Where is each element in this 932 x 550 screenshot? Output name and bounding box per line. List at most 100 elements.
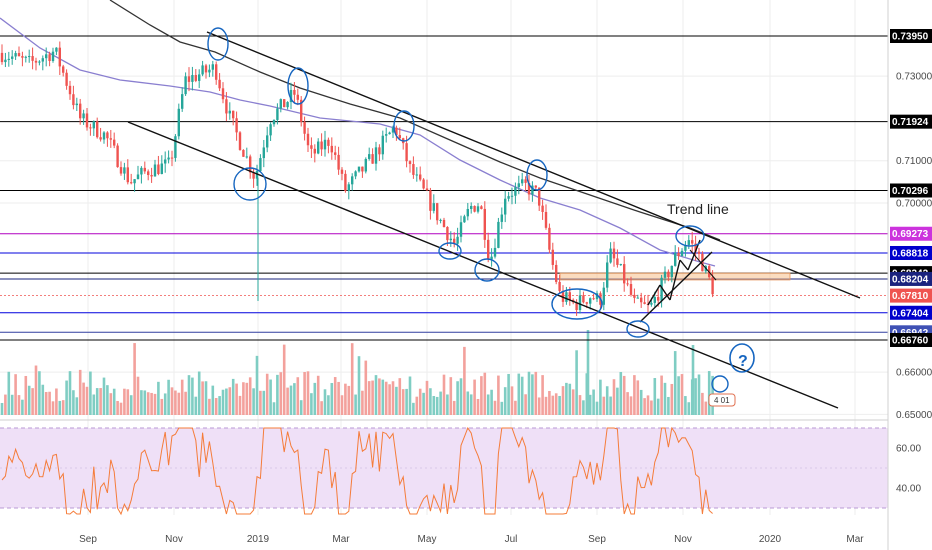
horizontal-levels xyxy=(0,35,888,341)
volume-bar xyxy=(463,346,466,415)
volume-bar xyxy=(554,393,558,415)
time-tick: Jul xyxy=(505,534,518,545)
price-tick: 0.65000 xyxy=(896,410,932,421)
candle-body xyxy=(303,121,306,134)
candle-body xyxy=(446,227,449,241)
volume-bar xyxy=(187,375,191,415)
volume-bar xyxy=(245,382,249,415)
volume-bar xyxy=(452,400,456,415)
volume-bar xyxy=(384,381,388,415)
candle-body xyxy=(306,133,310,146)
price-label-bg xyxy=(890,183,932,198)
candle-body xyxy=(697,251,701,254)
candle-body xyxy=(629,284,633,295)
candle-body xyxy=(153,164,157,177)
candle-body xyxy=(17,53,21,57)
volume-bar xyxy=(228,387,232,415)
candle-body xyxy=(276,108,279,120)
volume-bar xyxy=(34,365,38,415)
volume-bar xyxy=(558,395,561,415)
volume-bar xyxy=(269,379,272,415)
candle-body xyxy=(650,302,653,305)
pivot-circle xyxy=(438,242,462,260)
candle-body xyxy=(422,179,425,189)
volume-bar xyxy=(395,386,398,415)
candle-body xyxy=(323,139,327,150)
volume-bar xyxy=(425,380,429,415)
volume-bar xyxy=(327,395,330,415)
volume-bar xyxy=(126,389,130,415)
rsi-polyline xyxy=(1,426,713,516)
volume-bar xyxy=(333,377,337,415)
pivot-circle xyxy=(526,159,548,191)
trend-line xyxy=(206,31,861,299)
volume-bar xyxy=(544,396,548,415)
volume-bar xyxy=(429,388,432,415)
pivot-circle xyxy=(711,375,729,393)
candle-body xyxy=(140,167,143,175)
volume-bar xyxy=(408,376,412,415)
volume-bar xyxy=(72,390,75,415)
price-label-bg xyxy=(890,305,932,320)
volume-bar xyxy=(129,395,133,415)
volume-bar xyxy=(214,398,218,415)
time-tick: 2019 xyxy=(247,534,270,545)
candle-body xyxy=(521,179,524,184)
candle-body xyxy=(347,184,350,191)
volume-bar xyxy=(548,391,551,415)
volume-bar xyxy=(524,394,527,415)
volume-bar xyxy=(242,382,245,415)
price-tick: 0.71000 xyxy=(896,156,932,167)
candle-body xyxy=(225,99,228,114)
volume-bar xyxy=(673,351,677,415)
volume-bar xyxy=(449,377,453,415)
candle-body xyxy=(68,85,72,95)
candle-body xyxy=(680,250,684,256)
candle-body xyxy=(106,132,109,139)
volume-bar xyxy=(163,393,167,415)
volume-bar xyxy=(367,381,371,415)
volume-bar xyxy=(310,393,313,415)
candle-body xyxy=(470,205,473,209)
volume-bar xyxy=(609,396,612,415)
candle-body xyxy=(65,72,68,86)
volume-bar xyxy=(446,394,449,415)
candle-body xyxy=(687,240,690,245)
candle-body xyxy=(72,94,75,106)
event-badge-text: 4 01 xyxy=(714,396,730,405)
candle-body xyxy=(28,56,31,58)
rsi-band xyxy=(0,427,888,509)
volume-bar xyxy=(112,388,116,415)
candle-body xyxy=(194,75,197,81)
candle-body xyxy=(694,243,697,252)
volume-bar xyxy=(180,379,184,415)
candle-body xyxy=(619,264,622,266)
volume-bar xyxy=(595,401,599,415)
volume-bar xyxy=(344,383,347,415)
volume-bar xyxy=(272,402,276,415)
candles xyxy=(0,41,714,316)
trend-line xyxy=(647,284,661,306)
price-label: 0.68204 xyxy=(892,274,929,285)
rsi-line xyxy=(1,426,713,516)
candle-body xyxy=(11,56,14,59)
volume-bar xyxy=(123,388,126,415)
candle-body xyxy=(99,137,102,140)
volume-bar xyxy=(174,390,177,415)
volume-bar xyxy=(340,395,344,415)
candle-body xyxy=(24,56,27,58)
volume-bar xyxy=(303,371,306,415)
volume-bar xyxy=(599,379,602,415)
volume-bar xyxy=(418,388,422,415)
candle-body xyxy=(436,203,439,221)
candle-body xyxy=(490,256,493,260)
candle-body xyxy=(31,56,34,61)
candle-body xyxy=(245,156,248,158)
candle-body xyxy=(510,195,514,197)
candle-body xyxy=(561,290,565,302)
candle-body xyxy=(340,169,344,174)
volume-bar xyxy=(350,343,354,415)
volume-bar xyxy=(201,381,204,415)
volume-bar xyxy=(347,385,351,415)
volume-bar xyxy=(89,371,92,415)
